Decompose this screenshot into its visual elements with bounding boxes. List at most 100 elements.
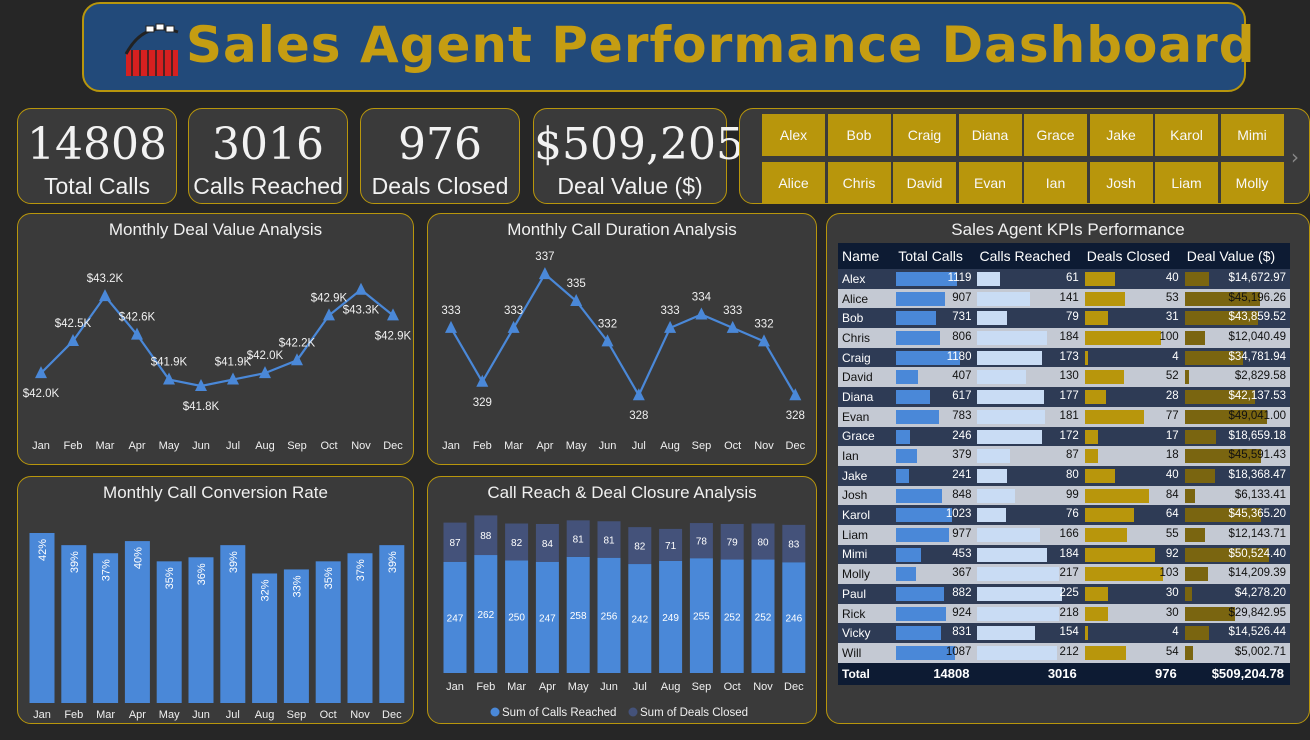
table-row[interactable]: Diana 617 177 28 $42,137.53 — [838, 387, 1290, 407]
table-row[interactable]: Paul 882 225 30 $4,278.20 — [838, 584, 1290, 604]
slicer-agent-ian[interactable]: Ian — [1024, 162, 1087, 204]
table-row[interactable]: Grace 246 172 17 $18,659.18 — [838, 426, 1290, 447]
table-row[interactable]: Josh 848 99 84 $6,133.41 — [838, 485, 1290, 506]
metric-value: 130 — [1059, 370, 1079, 383]
metric-cell: 924 — [894, 603, 976, 624]
total-value: $509,204.78 — [1182, 662, 1290, 685]
agent-name-cell: Craig — [838, 347, 895, 368]
table-row[interactable]: Mimi 453 184 92 $50,524.40 — [838, 544, 1290, 565]
table-row[interactable]: Craig 1180 173 4 $34,781.94 — [838, 347, 1290, 368]
total-value: 976 — [1082, 662, 1183, 685]
data-bar — [977, 468, 1008, 483]
metric-value: $43,859.52 — [1228, 311, 1286, 324]
data-bar — [1084, 626, 1088, 641]
table-row[interactable]: Jake 241 80 40 $18,368.47 — [838, 465, 1290, 486]
slicer-agent-josh[interactable]: Josh — [1089, 162, 1153, 204]
metric-value: 40 — [1165, 272, 1179, 284]
metric-cell: 166 — [975, 524, 1083, 545]
metric-value: 241 — [952, 468, 972, 481]
metric-value: 99 — [1065, 488, 1079, 501]
metric-value: 76 — [1065, 508, 1079, 521]
data-bar — [896, 449, 917, 464]
agent-name-cell: Rick — [838, 603, 895, 624]
table-row[interactable]: David 407 130 52 $2,829.58 — [838, 367, 1290, 388]
metric-value: $5,002.71 — [1234, 646, 1286, 659]
agent-name-cell: Diana — [838, 387, 895, 407]
data-bar — [1184, 527, 1205, 542]
metric-cell: $18,659.18 — [1182, 426, 1290, 447]
data-bar — [896, 646, 956, 661]
slicer-next-arrow-icon[interactable]: › — [1291, 145, 1299, 169]
slicer-agent-david[interactable]: David — [893, 162, 956, 204]
agent-name-cell: Evan — [838, 406, 895, 427]
metric-value: $12,040.49 — [1228, 331, 1286, 344]
metric-cell: 184 — [975, 544, 1083, 565]
data-bar — [896, 508, 952, 523]
metric-cell: 367 — [894, 564, 976, 584]
table-header-cell[interactable]: Total Calls — [894, 243, 976, 269]
table-row[interactable]: Bob 731 79 31 $43,859.52 — [838, 308, 1290, 329]
table-row[interactable]: Evan 783 181 77 $49,041.00 — [838, 406, 1290, 427]
metric-cell: $45,591.43 — [1182, 446, 1290, 466]
metric-value: $6,133.41 — [1234, 488, 1286, 501]
table-row[interactable]: Alice 907 141 53 $45,196.26 — [838, 288, 1290, 309]
table-row[interactable]: Rick 924 218 30 $29,842.95 — [838, 603, 1290, 624]
slicer-agent-diana[interactable]: Diana — [958, 114, 1022, 156]
slicer-agent-evan[interactable]: Evan — [958, 162, 1022, 204]
slicer-agent-grace[interactable]: Grace — [1024, 114, 1087, 156]
data-bar — [977, 449, 1011, 464]
slicer-agent-bob[interactable]: Bob — [827, 114, 891, 156]
metric-cell: 1119 — [894, 269, 976, 289]
table-header-cell[interactable]: Name — [838, 243, 895, 269]
data-bar — [896, 311, 936, 326]
agent-name-cell: Molly — [838, 564, 895, 584]
metric-value: $12,143.71 — [1228, 527, 1286, 540]
agent-name-cell: Ian — [838, 446, 895, 466]
metric-cell: $4,278.20 — [1182, 584, 1290, 604]
table-header-cell[interactable]: Deals Closed — [1082, 243, 1183, 269]
slicer-agent-liam[interactable]: Liam — [1155, 162, 1218, 204]
slicer-agent-craig[interactable]: Craig — [893, 114, 956, 156]
metric-value: 55 — [1165, 527, 1179, 540]
metric-value: 184 — [1059, 331, 1079, 344]
data-bar — [1084, 547, 1156, 562]
kpi-table: Name Total Calls Calls Reached Deals Closed… — [838, 243, 1290, 685]
metric-value: 831 — [952, 626, 972, 639]
slicer-agent-karol[interactable]: Karol — [1155, 114, 1218, 156]
table-row[interactable]: Molly 367 217 103 $14,209.39 — [838, 564, 1290, 584]
kpi-label: Calls Reached — [193, 173, 343, 199]
slicer-agent-chris[interactable]: Chris — [827, 162, 891, 204]
agent-name-cell: Grace — [838, 426, 895, 447]
table-header-cell[interactable]: Deal Value ($) — [1182, 243, 1290, 269]
data-bar — [977, 587, 1062, 601]
slicer-agent-mimi[interactable]: Mimi — [1220, 114, 1284, 156]
table-row[interactable]: Alex 1119 61 40 $14,672.97 — [838, 269, 1290, 289]
metric-cell: 28 — [1082, 387, 1183, 407]
table-row[interactable]: Will 1087 212 54 $5,002.71 — [838, 643, 1290, 663]
agent-name-cell: Josh — [838, 485, 895, 506]
metric-cell: 30 — [1082, 584, 1183, 604]
call-duration-chart-panel: Monthly Call Duration Analysis — [427, 213, 817, 465]
data-bar — [1184, 449, 1261, 464]
metric-value: 212 — [1059, 646, 1079, 659]
metric-value: 84 — [1165, 488, 1179, 501]
metric-cell: 52 — [1082, 367, 1183, 388]
data-bar — [977, 370, 1027, 385]
slicer-agent-jake[interactable]: Jake — [1089, 114, 1153, 156]
metric-value: 40 — [1165, 468, 1179, 481]
data-bar — [1184, 370, 1190, 385]
metric-value: 154 — [1059, 626, 1079, 639]
data-bar — [1184, 626, 1209, 641]
agent-name-cell: Alice — [838, 288, 895, 309]
table-row[interactable]: Vicky 831 154 4 $14,526.44 — [838, 623, 1290, 644]
slicer-agent-alex[interactable]: Alex — [762, 114, 825, 156]
table-row[interactable]: Ian 379 87 18 $45,591.43 — [838, 446, 1290, 466]
slicer-agent-alice[interactable]: Alice — [762, 162, 825, 204]
table-row[interactable]: Karol 1023 76 64 $45,365.20 — [838, 505, 1290, 525]
table-row[interactable]: Liam 977 166 55 $12,143.71 — [838, 524, 1290, 545]
table-row[interactable]: Chris 806 184 100 $12,040.49 — [838, 328, 1290, 348]
table-header-cell[interactable]: Calls Reached — [975, 243, 1083, 269]
metric-value: 924 — [952, 606, 972, 619]
slicer-agent-molly[interactable]: Molly — [1220, 162, 1284, 204]
metric-value: 977 — [952, 527, 972, 540]
